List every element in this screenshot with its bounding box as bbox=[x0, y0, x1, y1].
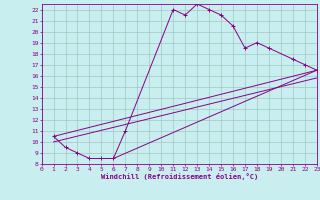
X-axis label: Windchill (Refroidissement éolien,°C): Windchill (Refroidissement éolien,°C) bbox=[100, 173, 258, 180]
